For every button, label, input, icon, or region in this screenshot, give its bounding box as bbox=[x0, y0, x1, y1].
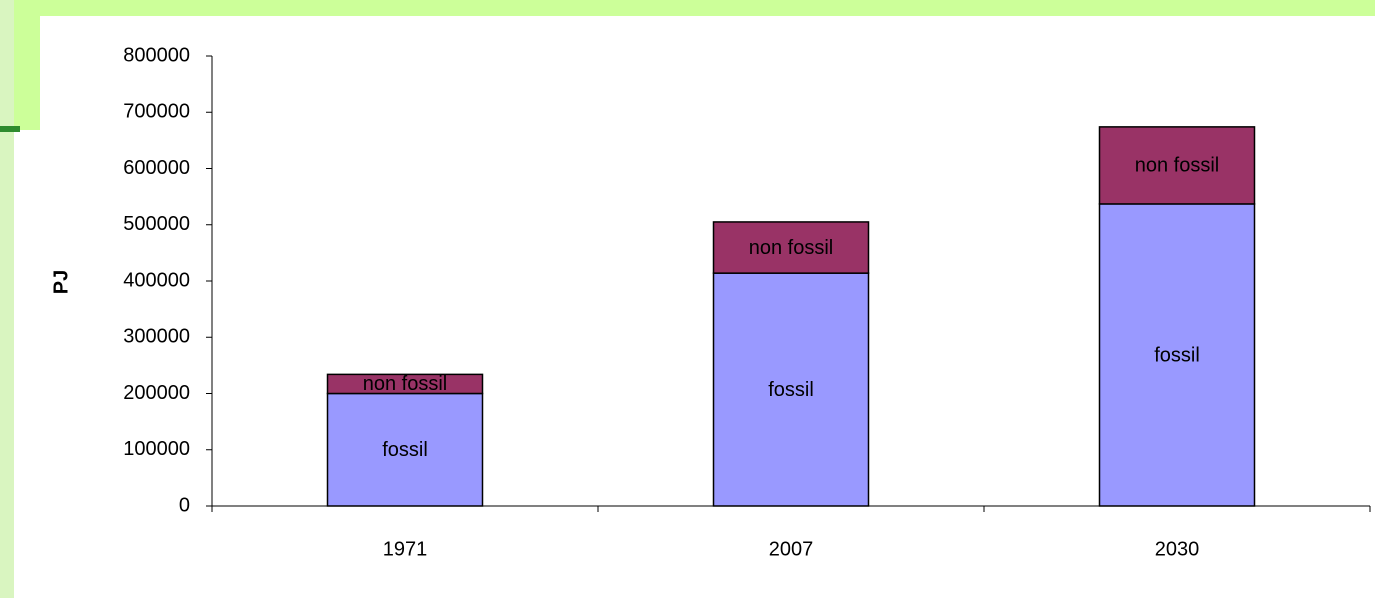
y-tick-label: 100000 bbox=[123, 438, 190, 460]
y-tick-label: 400000 bbox=[123, 269, 190, 291]
top-band bbox=[0, 0, 1375, 16]
y-axis-label: PJ bbox=[50, 270, 72, 294]
y-tick-label: 200000 bbox=[123, 382, 190, 404]
bar-segment bbox=[326, 373, 484, 395]
segment-label: fossil bbox=[768, 379, 814, 401]
y-tick-label: 700000 bbox=[123, 101, 190, 123]
y-tick-label: 0 bbox=[179, 494, 190, 516]
x-tick-label: 2007 bbox=[769, 538, 814, 560]
segment-label: non fossil bbox=[363, 373, 448, 395]
y-tick-label: 800000 bbox=[123, 44, 190, 66]
left-strip bbox=[0, 0, 14, 598]
y-tick-label: 300000 bbox=[123, 326, 190, 348]
y-tick-label: 500000 bbox=[123, 213, 190, 235]
bar-segment bbox=[1098, 126, 1256, 205]
segment-label: non fossil bbox=[1135, 155, 1220, 177]
accent-bar bbox=[0, 126, 20, 132]
y-tick-label: 600000 bbox=[123, 157, 190, 179]
segment-label: non fossil bbox=[749, 237, 834, 259]
x-tick-label: 1971 bbox=[383, 538, 428, 560]
segment-label: fossil bbox=[382, 439, 428, 461]
bar-segment bbox=[712, 272, 870, 507]
segment-label: fossil bbox=[1154, 344, 1200, 366]
bar-segment bbox=[712, 221, 870, 274]
x-tick-label: 2030 bbox=[1155, 538, 1200, 560]
